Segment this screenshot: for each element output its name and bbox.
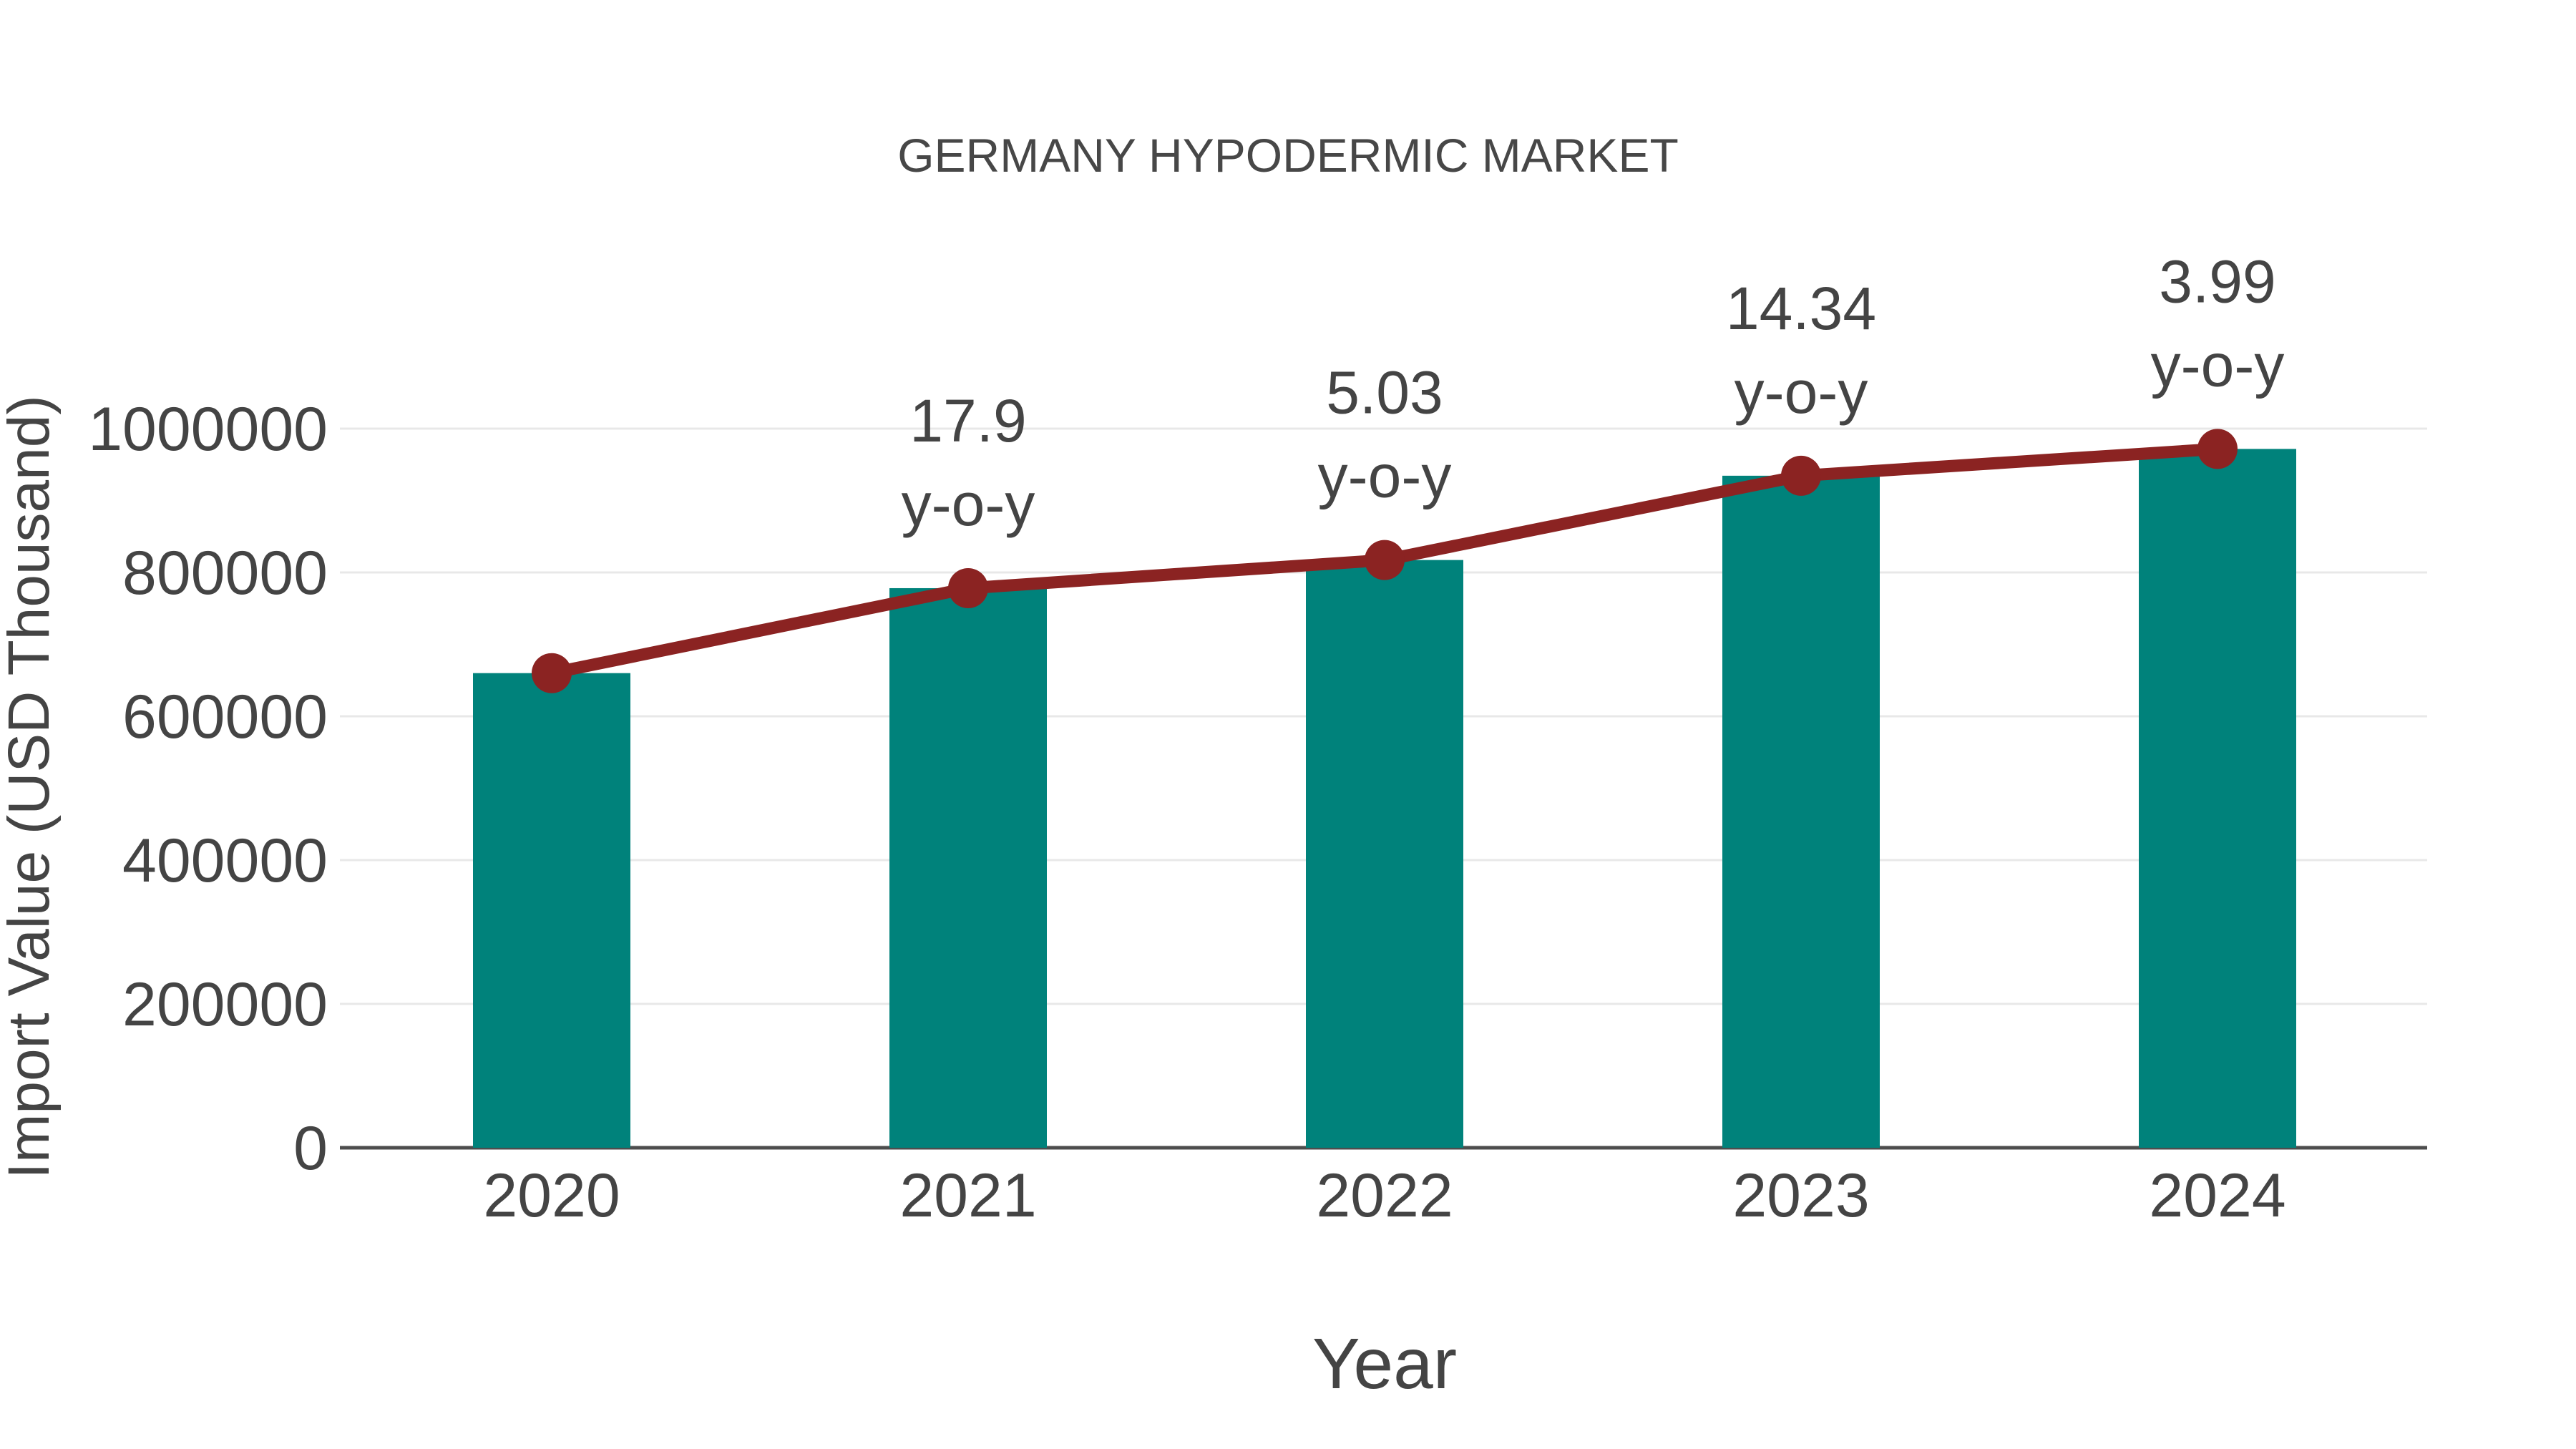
- y-tick-label: 1000000: [88, 395, 328, 464]
- annotation-value-2021: 17.9: [909, 387, 1027, 454]
- bar-2022: [1306, 560, 1463, 1148]
- chart-title: GERMANY HYPODERMIC MARKET: [897, 129, 1679, 182]
- annotation-layer: 17.9 y-o-y 5.03 y-o-y 14.34 y-o-y 3.99 y-o-y: [902, 248, 2285, 538]
- bar-2024: [2139, 449, 2296, 1148]
- trend-marker-2021: [948, 567, 988, 608]
- x-tick-label: 2022: [1316, 1161, 1453, 1230]
- y-tick-label: 200000: [122, 970, 328, 1039]
- annotation-suffix-2021: y-o-y: [902, 471, 1035, 538]
- annotation-suffix-2024: y-o-y: [2151, 331, 2285, 399]
- y-tick-label: 600000: [122, 683, 328, 751]
- y-axis-title: Import Value (USD Thousand): [0, 395, 62, 1179]
- tick-label-layer: 0 200000 400000 600000 800000 1000000 2020 2021…: [88, 395, 2285, 1230]
- trend-marker-2022: [1365, 540, 1405, 580]
- bar-2020: [473, 673, 630, 1148]
- x-tick-label: 2020: [483, 1161, 620, 1230]
- annotation-value-2023: 14.34: [1726, 275, 1876, 342]
- annotation-value-2022: 5.03: [1326, 359, 1443, 426]
- line-series-layer: [532, 429, 2238, 693]
- x-tick-label: 2023: [1732, 1161, 1869, 1230]
- trend-marker-2023: [1781, 455, 1821, 496]
- y-tick-label: 800000: [122, 539, 328, 608]
- x-tick-label: 2021: [899, 1161, 1036, 1230]
- bar-2023: [1722, 475, 1880, 1148]
- y-tick-label: 400000: [122, 826, 328, 895]
- annotation-value-2024: 3.99: [2159, 248, 2276, 315]
- annotation-suffix-2023: y-o-y: [1735, 358, 1868, 426]
- bar-2021: [889, 587, 1047, 1148]
- x-tick-label: 2024: [2149, 1161, 2285, 1230]
- annotation-suffix-2022: y-o-y: [1318, 443, 1452, 510]
- y-tick-label: 0: [293, 1114, 328, 1183]
- trend-marker-2024: [2197, 429, 2238, 469]
- bar-series-layer: [473, 449, 2296, 1148]
- trend-marker-2020: [532, 653, 572, 693]
- x-axis-title: Year: [1312, 1324, 1457, 1404]
